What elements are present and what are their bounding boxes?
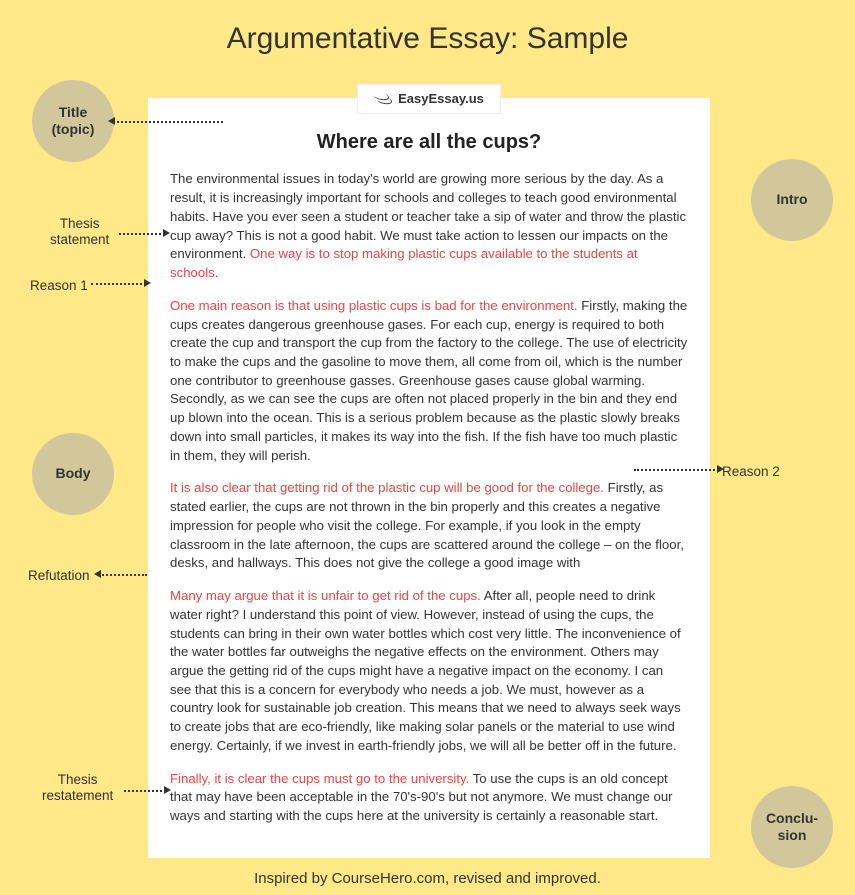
title-arrow	[113, 121, 223, 123]
refutation-label: Refutation	[28, 568, 90, 584]
title-arrow-head-icon	[108, 117, 115, 125]
reason1-highlight: One main reason is that using plastic cu…	[170, 298, 578, 313]
body-circle: Body	[32, 433, 114, 515]
conclusion-circle: Conclu-sion	[751, 786, 833, 868]
thesis-statement-label: Thesisstatement	[50, 216, 109, 248]
logo-swirl-icon	[374, 93, 392, 105]
reason2-paragraph: It is also clear that getting rid of the…	[170, 479, 688, 573]
intro-paragraph: The environmental issues in today's worl…	[170, 170, 688, 282]
reason2-arrow	[634, 469, 719, 471]
refutation-paragraph: Many may argue that it is unfair to get …	[170, 587, 688, 756]
logo-badge: EasyEssay.us	[357, 84, 501, 114]
main-title: Argumentative Essay: Sample	[0, 0, 855, 56]
thesis-arrow	[119, 233, 165, 235]
reason1-paragraph: One main reason is that using plastic cu…	[170, 297, 688, 466]
thesis-arrow-head-icon	[163, 229, 170, 237]
reason1-text: Firstly, making the cups creates dangero…	[170, 298, 687, 463]
essay-paper: EasyEssay.us Where are all the cups? The…	[148, 98, 710, 858]
logo-text: EasyEssay.us	[398, 90, 484, 108]
essay-title: Where are all the cups?	[170, 128, 688, 156]
reason1-label: Reason 1	[30, 278, 88, 294]
reason1-arrow	[91, 283, 146, 285]
intro-circle: Intro	[751, 159, 833, 241]
reason2-highlight: It is also clear that getting rid of the…	[170, 480, 604, 495]
reason1-arrow-head-icon	[144, 279, 151, 287]
refutation-highlight: Many may argue that it is unfair to get …	[170, 588, 481, 603]
refutation-text: After all, people need to drink water ri…	[170, 588, 681, 753]
thesis-restatement-label: Thesisrestatement	[42, 772, 113, 804]
restatement-arrow-head-icon	[164, 786, 171, 794]
conclusion-highlight: Finally, it is clear the cups must go to…	[170, 771, 469, 786]
restatement-arrow	[124, 790, 166, 792]
conclusion-paragraph: Finally, it is clear the cups must go to…	[170, 770, 688, 826]
reason2-arrow-head-icon	[717, 465, 724, 473]
footer-credit: Inspired by CourseHero.com, revised and …	[0, 870, 855, 887]
reason2-label: Reason 2	[722, 464, 780, 480]
title-circle: Title(topic)	[32, 80, 114, 162]
refutation-arrow-head-icon	[94, 570, 101, 578]
refutation-arrow	[99, 574, 147, 576]
